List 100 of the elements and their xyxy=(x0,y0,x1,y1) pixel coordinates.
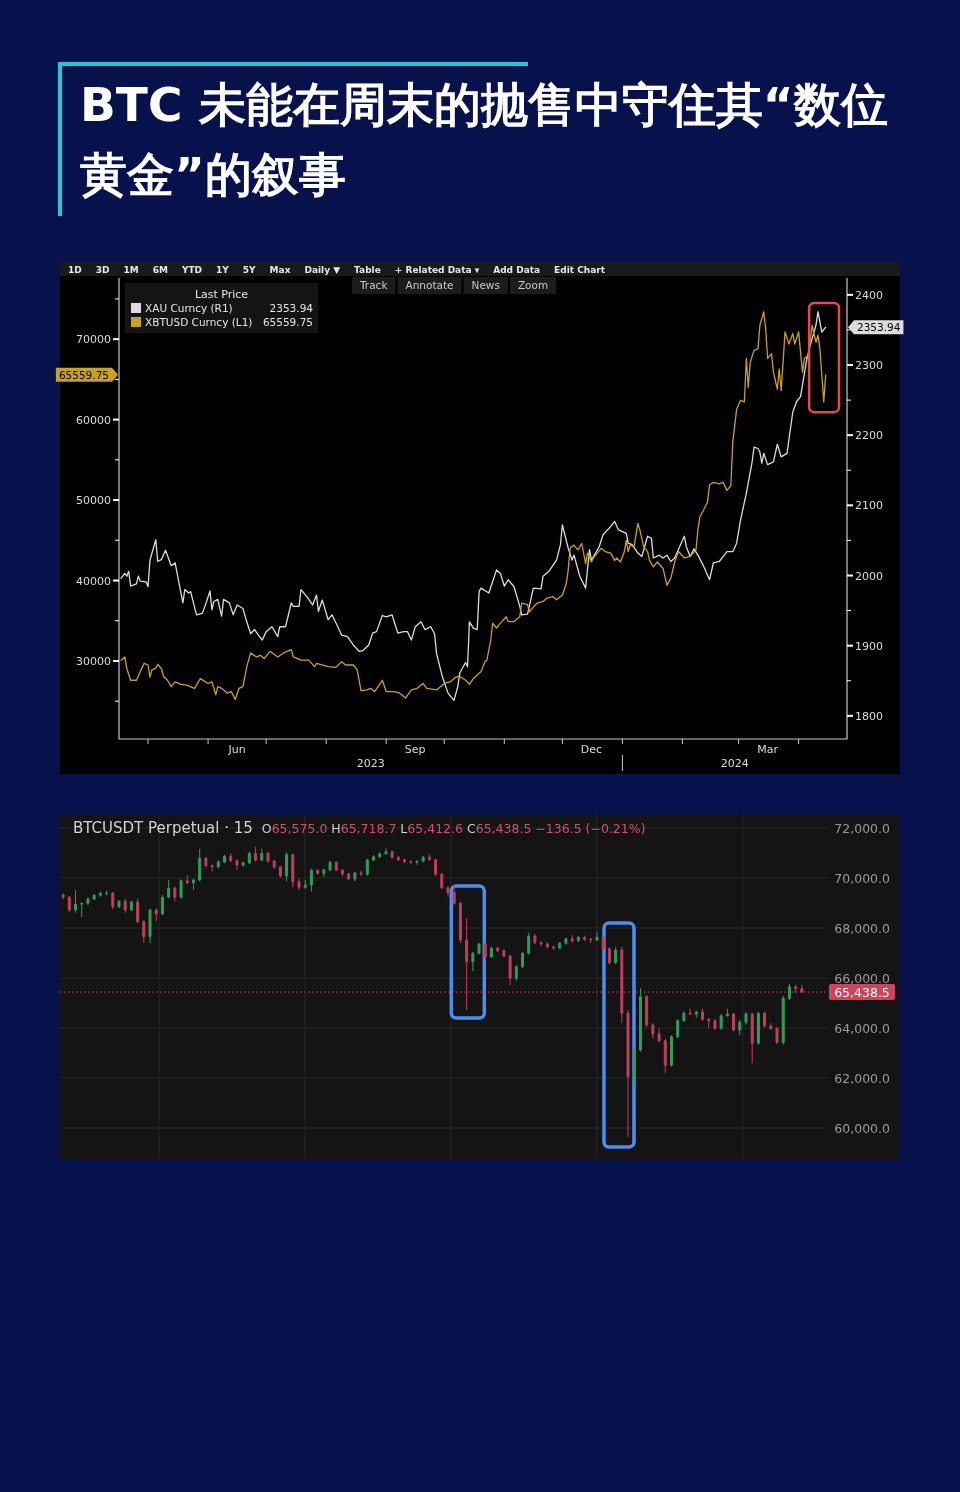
y-tick-label: 64,000.0 xyxy=(834,1020,891,1036)
candlestick xyxy=(359,870,363,877)
candlestick xyxy=(105,890,109,896)
candlestick xyxy=(409,859,413,865)
candlestick xyxy=(725,1008,729,1018)
candlestick xyxy=(316,868,320,876)
candlestick xyxy=(334,860,338,872)
candlestick xyxy=(111,891,115,910)
candlestick xyxy=(390,850,394,860)
candlestick xyxy=(278,865,282,879)
candlestick xyxy=(744,1011,748,1026)
candlestick xyxy=(98,891,102,898)
candlestick xyxy=(372,854,375,862)
y-tick-label: 68,000.0 xyxy=(834,920,891,936)
candlestick xyxy=(576,935,580,943)
candlestick xyxy=(67,895,71,913)
text: 6M xyxy=(152,264,168,275)
candlestick xyxy=(216,859,220,869)
candlestick xyxy=(440,872,444,890)
candlestick xyxy=(191,878,195,891)
candlestick xyxy=(620,946,624,1024)
y2-tick-label: 2000 xyxy=(855,569,883,583)
candlestick xyxy=(210,863,214,873)
candlestick xyxy=(403,858,407,864)
candlestick xyxy=(160,894,164,916)
candlestick xyxy=(763,1011,767,1028)
candlestick xyxy=(471,951,475,972)
candlestick xyxy=(123,898,127,914)
candlestick xyxy=(750,1012,754,1064)
candlestick xyxy=(732,1012,736,1032)
candlestick xyxy=(787,983,791,1001)
chart-title: BTCUSDT Perpetual · 15 xyxy=(73,819,253,837)
candlestick xyxy=(204,856,208,868)
ref-line-label: 65,438.5 xyxy=(834,984,890,1000)
candlestick xyxy=(254,846,258,863)
candlestick xyxy=(552,945,556,951)
candlestick xyxy=(496,946,500,953)
text: Edit Chart xyxy=(554,264,606,275)
candlestick xyxy=(533,933,537,945)
candlestick xyxy=(173,886,177,902)
candlestick xyxy=(558,941,562,950)
candlestick xyxy=(651,1022,655,1040)
y-tick-label: 70,000.0 xyxy=(834,870,891,886)
text: O65,575.0 H65,718.7 L65,412.6 C65,438.5 −136.5 (−0.21%) xyxy=(261,821,646,836)
candlestick xyxy=(756,1011,760,1046)
candlestick xyxy=(489,946,493,959)
y-tick-label: 50000 xyxy=(76,494,111,508)
candlestick xyxy=(322,868,326,878)
y-tick-label: 70000 xyxy=(76,333,111,347)
candlestick xyxy=(365,858,369,877)
candlestick xyxy=(223,854,227,864)
text: 3D xyxy=(95,264,110,275)
y2-tick-label: 1900 xyxy=(855,639,883,653)
candlestick xyxy=(638,987,642,1053)
candlestick xyxy=(589,937,593,944)
candlestick xyxy=(483,942,487,963)
candlestick xyxy=(297,878,301,891)
candlestick xyxy=(514,964,518,982)
candlestick xyxy=(148,908,152,944)
text: Table xyxy=(354,264,381,275)
candlestick xyxy=(781,995,785,1046)
candlestick xyxy=(446,885,450,898)
candlestick xyxy=(713,1018,717,1031)
candlestick xyxy=(626,1009,630,1138)
y2-tick-label: 2353.94 xyxy=(857,321,901,334)
y-tick-label: 40000 xyxy=(76,574,111,588)
candlestick xyxy=(378,851,382,859)
annotation: Annotate xyxy=(405,279,454,291)
annotation: News xyxy=(471,279,500,291)
candlestick xyxy=(545,941,549,949)
candlestick xyxy=(427,853,431,862)
y2-tick-label: 2400 xyxy=(855,288,883,302)
candlestick xyxy=(719,1013,723,1031)
candlestick xyxy=(272,859,276,870)
candlestick xyxy=(800,984,804,994)
candlestick xyxy=(738,1019,742,1036)
candlestick xyxy=(303,879,307,890)
candlestick xyxy=(129,900,133,912)
candlestick xyxy=(396,855,400,862)
text: 2024 xyxy=(720,757,749,770)
x-tick-label: Mar xyxy=(757,743,779,756)
candlestick xyxy=(74,889,78,914)
y2-tick-label: 2300 xyxy=(855,359,883,373)
candlestick xyxy=(384,847,388,856)
y-tick-label: 66,000.0 xyxy=(834,970,891,986)
candlestick xyxy=(421,855,425,863)
candlestick xyxy=(136,898,140,924)
candlestick xyxy=(142,919,146,944)
candlestick xyxy=(285,851,289,882)
y-tick-label: 72,000.0 xyxy=(834,820,891,836)
candlestick xyxy=(235,858,239,871)
candlestick xyxy=(663,1038,667,1074)
candlestick xyxy=(645,994,649,1028)
candlestick xyxy=(434,858,438,877)
y-tick-label: 65559.75 xyxy=(58,368,109,381)
candlestick xyxy=(353,871,357,882)
x-tick-label: Dec xyxy=(580,743,603,756)
candlestick xyxy=(86,896,90,906)
candlestick xyxy=(458,901,462,944)
candlestick xyxy=(769,1022,773,1031)
